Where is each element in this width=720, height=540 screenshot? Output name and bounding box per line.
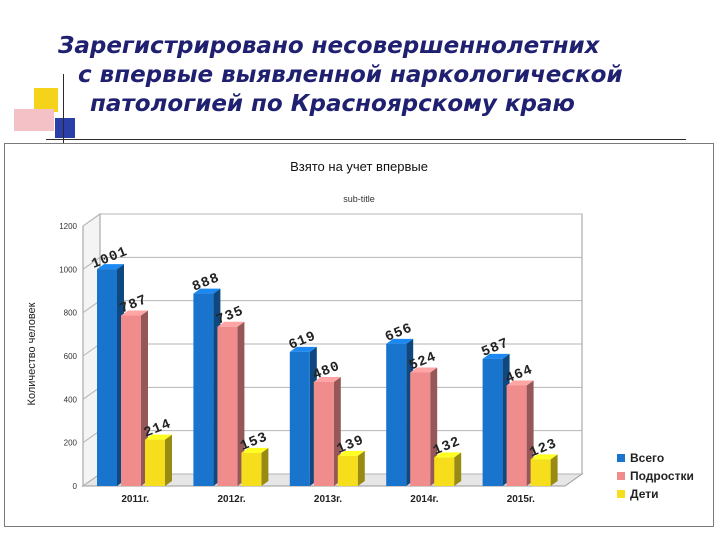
y-tick-label: 0 (73, 482, 78, 491)
y-tick-label: 800 (64, 309, 78, 318)
bar-side (550, 454, 558, 486)
x-tick-label: 2015г. (507, 494, 535, 505)
bar (241, 452, 262, 486)
bar-side (430, 367, 438, 486)
bar-top (337, 450, 365, 456)
bar-top (386, 338, 414, 344)
legend-label: Подростки (630, 469, 694, 483)
bar-top (193, 288, 221, 294)
bar-top (410, 367, 438, 373)
grid-line-diagonal (82, 256, 101, 270)
y-axis-label: Количество человек (26, 302, 38, 405)
bar (530, 459, 551, 486)
bar-top (434, 452, 462, 458)
bar (145, 439, 165, 486)
decor-vertical-line (63, 74, 64, 146)
bar (434, 457, 455, 486)
y-tick-label: 1000 (59, 265, 77, 274)
x-tick-label: 2011г. (121, 494, 149, 505)
bar-side (357, 450, 365, 486)
bar-top (145, 434, 172, 440)
bar (97, 269, 117, 486)
y-tick-label: 400 (64, 395, 78, 404)
bar (410, 372, 431, 486)
bar-chart: Взято на учет впервые sub-title Количест… (26, 159, 584, 505)
bar (313, 382, 334, 486)
bar (386, 343, 407, 486)
legend-item: Подростки (617, 467, 713, 485)
decor-blue-square (55, 118, 75, 138)
slide-title-line-3: патологией по Красноярскому краю (90, 91, 575, 117)
decor-horizontal-line (46, 139, 686, 140)
bar (217, 326, 238, 486)
bar-top (313, 377, 341, 382)
y-tick-label: 200 (64, 439, 78, 448)
bar-side (261, 447, 269, 486)
legend-swatch (617, 490, 625, 498)
legend-swatch (617, 472, 625, 480)
bar (337, 455, 358, 486)
bar-top (121, 310, 148, 316)
legend-item: Дети (617, 485, 713, 503)
chart-frame: Взято на учет впервые sub-title Количест… (4, 143, 714, 527)
bar-side (237, 321, 245, 486)
bar-top (241, 447, 269, 453)
bar (121, 315, 141, 486)
x-tick-label: 2012г. (217, 494, 245, 505)
bar-top (217, 321, 245, 327)
y-tick-label: 1200 (59, 222, 77, 231)
legend-label: Всего (630, 451, 665, 465)
x-tick-label: 2014г. (410, 494, 438, 505)
bar (506, 385, 527, 486)
chart-legend: Всего Подростки Дети (617, 449, 713, 503)
grid-line-diagonal (82, 213, 101, 227)
legend-label: Дети (630, 487, 659, 501)
bar-side (165, 434, 172, 486)
slide-title: Зарегистрировано несовершеннолетних с вп… (58, 32, 708, 119)
x-tick-label: 2013г. (314, 494, 342, 505)
bar-top (97, 264, 124, 270)
bar (482, 358, 503, 486)
bar-side (454, 452, 462, 486)
chart-title: Взято на учет впервые (290, 159, 428, 174)
slide-title-line-1: Зарегистрировано несовершеннолетних (58, 33, 600, 59)
legend-item: Всего (617, 449, 713, 467)
legend-swatch (617, 454, 625, 462)
chart-subtitle: sub-title (343, 194, 375, 204)
slide-title-line-2: с впервые выявленной наркологической (78, 62, 623, 88)
decor-pink-square (14, 109, 54, 131)
y-tick-label: 600 (64, 352, 78, 361)
decor-yellow-square (34, 88, 58, 112)
bar (193, 293, 214, 486)
bar (289, 351, 310, 486)
bar-top (530, 454, 558, 460)
bar-top (289, 346, 317, 352)
bar-top (506, 380, 534, 386)
bar-top (482, 353, 510, 359)
